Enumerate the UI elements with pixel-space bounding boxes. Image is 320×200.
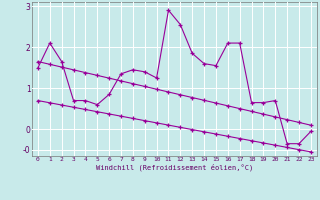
X-axis label: Windchill (Refroidissement éolien,°C): Windchill (Refroidissement éolien,°C) bbox=[96, 164, 253, 171]
